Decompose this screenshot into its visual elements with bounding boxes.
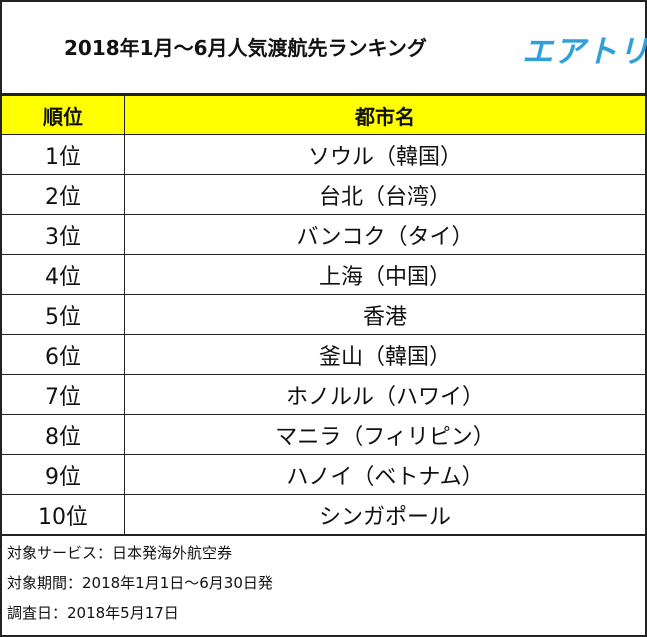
table-row: 7位 ホノルル（ハワイ）	[2, 374, 645, 415]
table-row: 2位 台北（台湾）	[2, 174, 645, 215]
page-title: 2018年1月～6月人気渡航先ランキング	[64, 36, 427, 60]
note-period: 対象期間：2018年1月1日～6月30日発	[7, 574, 273, 592]
table-row: 6位 釜山（韓国）	[2, 334, 645, 375]
table-row: 8位 マニラ（フィリピン）	[2, 414, 645, 455]
city-cell: 台北（台湾）	[124, 174, 645, 215]
column-header-city: 都市名	[124, 95, 645, 135]
table-header-row: 順位 都市名	[2, 95, 645, 135]
table-row: 1位 ソウル（韓国）	[2, 134, 645, 175]
table-row: 5位 香港	[2, 294, 645, 335]
city-cell: 香港	[124, 294, 645, 335]
table-row: 3位 バンコク（タイ）	[2, 214, 645, 255]
column-header-rank: 順位	[2, 95, 125, 135]
city-cell: シンガポール	[124, 494, 645, 536]
table-row: 10位 シンガポール	[2, 494, 645, 536]
city-cell: ホノルル（ハワイ）	[124, 374, 645, 415]
rank-cell: 6位	[2, 334, 125, 375]
city-cell: 釜山（韓国）	[124, 334, 645, 375]
rank-cell: 4位	[2, 254, 125, 295]
rank-cell: 10位	[2, 494, 125, 536]
rank-cell: 3位	[2, 214, 125, 255]
city-cell: 上海（中国）	[124, 254, 645, 295]
airtrip-logo: エアトリ	[522, 34, 647, 70]
city-cell: ソウル（韓国）	[124, 134, 645, 175]
note-service: 対象サービス：日本発海外航空券	[7, 544, 233, 562]
rank-cell: 7位	[2, 374, 125, 415]
city-cell: ハノイ（ベトナム）	[124, 454, 645, 495]
rank-cell: 1位	[2, 134, 125, 175]
footnotes: 対象サービス：日本発海外航空券 対象期間：2018年1月1日～6月30日発 調査…	[7, 538, 273, 628]
rank-cell: 5位	[2, 294, 125, 335]
rank-cell: 9位	[2, 454, 125, 495]
table-row: 9位 ハノイ（ベトナム）	[2, 454, 645, 495]
city-cell: バンコク（タイ）	[124, 214, 645, 255]
card-header: 2018年1月～6月人気渡航先ランキング エアトリ	[2, 2, 647, 95]
table-row: 4位 上海（中国）	[2, 254, 645, 295]
city-cell: マニラ（フィリピン）	[124, 414, 645, 455]
rank-cell: 8位	[2, 414, 125, 455]
note-survey-date: 調査日：2018年5月17日	[7, 604, 179, 622]
ranking-table: 順位 都市名 1位 ソウル（韓国） 2位 台北（台湾） 3位 バンコク（タイ） …	[2, 95, 645, 536]
rank-cell: 2位	[2, 174, 125, 215]
